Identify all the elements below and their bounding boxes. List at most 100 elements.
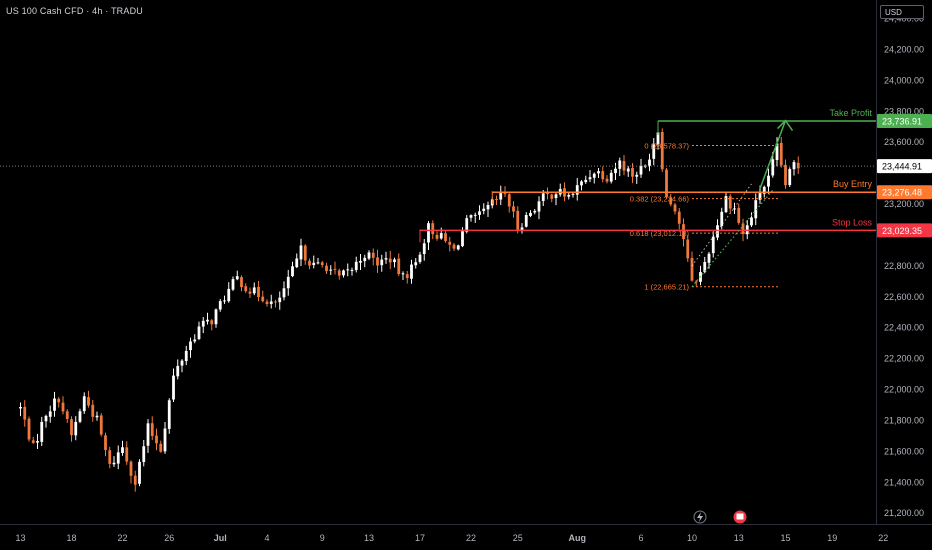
- candle-body: [465, 218, 469, 232]
- candle-body: [218, 301, 222, 310]
- candle-body: [397, 258, 401, 275]
- trendline-channel: [691, 183, 752, 267]
- candle-body: [452, 244, 456, 249]
- candle-body: [163, 428, 167, 452]
- candle-body: [342, 270, 345, 276]
- candle-body: [286, 276, 290, 289]
- candle-body: [36, 441, 39, 443]
- candle-body: [27, 418, 31, 440]
- candle-body: [176, 365, 180, 377]
- lightning-icon-bolt: [697, 512, 703, 522]
- candle-body: [682, 224, 685, 239]
- candle-body: [711, 236, 715, 254]
- projection-arrow-head: [776, 119, 794, 131]
- candle-body: [427, 223, 430, 243]
- candle-body: [694, 281, 698, 283]
- candle-body: [278, 297, 282, 303]
- x-tick-label: 4: [264, 533, 269, 543]
- candle-body: [308, 260, 311, 266]
- candle-body: [741, 223, 745, 234]
- candle-body: [363, 257, 367, 262]
- candle-body: [656, 132, 660, 145]
- candle-body: [159, 443, 163, 452]
- candle-body: [329, 269, 333, 271]
- candle-body: [282, 288, 286, 298]
- x-tick-label: 15: [780, 533, 790, 543]
- candle-body: [444, 233, 447, 242]
- candle-body: [252, 287, 256, 294]
- candle-body: [788, 169, 792, 185]
- candle-body: [507, 194, 511, 207]
- candle-body: [601, 171, 605, 180]
- candle-body: [104, 435, 107, 451]
- candle-body: [605, 178, 609, 182]
- candle-body: [367, 252, 371, 259]
- x-tick-label: 25: [513, 533, 523, 543]
- candle-body: [707, 253, 711, 263]
- candle-body: [337, 270, 341, 276]
- candle-body: [546, 193, 549, 195]
- fib-level-label: 0.382 (23,234.66): [630, 195, 690, 204]
- candle-body: [261, 296, 265, 302]
- candle-body: [65, 411, 69, 419]
- candle-body: [410, 264, 413, 279]
- candle-body: [265, 301, 269, 305]
- candle-body: [503, 193, 507, 195]
- candle-body: [274, 301, 277, 303]
- candle-body: [499, 192, 503, 200]
- currency-badge[interactable]: USD: [880, 5, 924, 19]
- candle-body: [631, 168, 634, 177]
- candle-body: [567, 194, 571, 197]
- level-price-tag: [877, 114, 932, 129]
- candle-body: [767, 175, 770, 187]
- candle-body: [448, 241, 452, 245]
- candle-body: [677, 211, 681, 224]
- trendline-support: [691, 189, 774, 288]
- level-price-tag: [877, 185, 932, 200]
- x-tick-label: Jul: [214, 533, 227, 543]
- y-tick-label: 24,000.00: [884, 75, 924, 85]
- candle-body: [316, 262, 320, 264]
- candle-body: [384, 258, 388, 260]
- fib-level-label: 0 (23,578.37): [644, 142, 689, 151]
- candle-body: [495, 199, 498, 201]
- candle-body: [320, 262, 324, 266]
- candle-body: [431, 223, 435, 235]
- y-tick-label: 22,200.00: [884, 354, 924, 364]
- fib-level-label: 0.618 (23,012.13): [630, 229, 690, 238]
- candle-body: [108, 450, 112, 464]
- candle-body: [690, 258, 694, 281]
- candle-body: [439, 233, 443, 239]
- lightning-icon-ring: [693, 510, 707, 524]
- candle-body: [580, 181, 583, 186]
- candle-body: [325, 265, 328, 272]
- candle-body: [652, 144, 656, 159]
- candle-body: [728, 196, 732, 209]
- candle-body: [597, 171, 600, 174]
- candle-body: [469, 215, 473, 218]
- candle-body: [775, 143, 779, 160]
- y-tick-label: 21,800.00: [884, 415, 924, 425]
- candle-body: [592, 173, 596, 178]
- candle-body: [299, 245, 303, 260]
- candle-body: [435, 234, 439, 239]
- y-tick-label: 21,600.00: [884, 446, 924, 456]
- candle-body: [87, 397, 90, 406]
- x-tick-label: 13: [364, 533, 374, 543]
- candle-body: [146, 423, 150, 446]
- x-tick-label: 10: [687, 533, 697, 543]
- symbol-title[interactable]: US 100 Cash CFD · 4h · TRADU: [6, 6, 143, 16]
- candle-body: [19, 407, 22, 409]
- candle-body: [371, 252, 375, 258]
- candle-body: [295, 258, 299, 268]
- candle-body: [401, 273, 405, 275]
- level-name-label: Take Profit: [829, 108, 872, 118]
- last-price-text: 23,444.91: [882, 162, 922, 172]
- candle-body: [758, 192, 762, 200]
- candle-body: [486, 204, 490, 210]
- x-tick-label: 22: [117, 533, 127, 543]
- candle-body: [231, 279, 235, 290]
- projection-arrow-shaft: [759, 120, 787, 189]
- candles: [19, 127, 800, 492]
